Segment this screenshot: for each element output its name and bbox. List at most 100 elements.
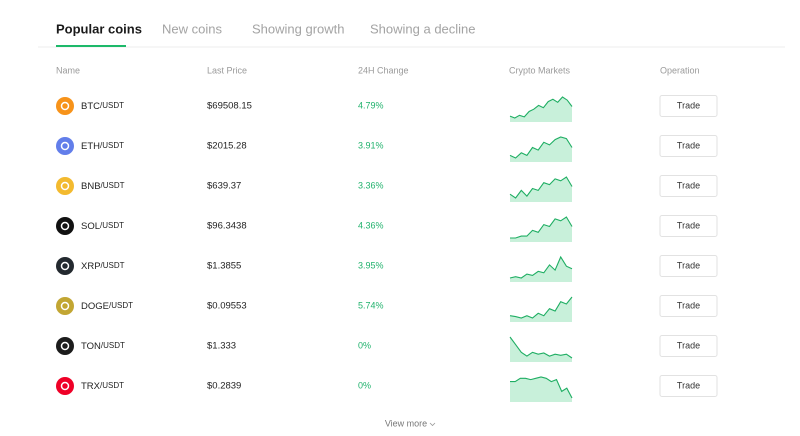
- column-header: 24H Change: [358, 65, 409, 75]
- sparkline-area: [510, 297, 572, 322]
- coin-icon-glyph: [60, 221, 70, 231]
- sparkline: [510, 216, 573, 239]
- coin-quote: /USDT: [101, 181, 125, 190]
- sparkline: [510, 376, 573, 399]
- sparkline-area: [510, 137, 572, 162]
- coin-icon: [56, 257, 74, 275]
- trade-button[interactable]: [659, 95, 718, 117]
- column-header: Crypto Markets: [509, 65, 571, 75]
- coin-base: TRX: [81, 381, 101, 392]
- coin-base: ETH: [81, 141, 100, 152]
- sparkline: [509, 255, 573, 279]
- trade-button-label[interactable]: Trade: [677, 100, 700, 110]
- coin-pair: TON/USDT: [81, 341, 125, 352]
- coin-icon-glyph: [60, 141, 70, 151]
- coin-quote: /USDT: [101, 261, 125, 270]
- last-price: $69508.15: [207, 101, 252, 112]
- change: 4.36%: [358, 220, 384, 230]
- tab[interactable]: Popular coins: [56, 21, 142, 36]
- sparkline-area: [510, 257, 572, 282]
- change: 5.74%: [358, 300, 384, 310]
- sparkline: [509, 336, 573, 359]
- trade-button-label[interactable]: Trade: [677, 220, 700, 230]
- coin-pair: BNB/USDT: [81, 181, 125, 192]
- coin-icon-glyph: [60, 101, 70, 111]
- trade-button-label[interactable]: Trade: [677, 300, 700, 310]
- coin-icon-glyph: [60, 261, 70, 271]
- tab[interactable]: Showing growth: [252, 21, 345, 36]
- view-more[interactable]: View more: [385, 418, 427, 428]
- tab[interactable]: New coins: [162, 21, 222, 36]
- change: 0%: [358, 340, 371, 350]
- trade-button-label[interactable]: Trade: [677, 180, 700, 190]
- coin-quote: /USDT: [101, 341, 125, 350]
- trade-button[interactable]: [659, 335, 718, 357]
- sparkline: [509, 96, 573, 119]
- tab[interactable]: Showing a decline: [370, 21, 476, 36]
- last-price: $0.09553: [207, 301, 247, 312]
- sparkline: [509, 136, 573, 159]
- column-header: Operation: [660, 65, 700, 75]
- sparkline-area: [510, 177, 572, 202]
- trade-button-label[interactable]: Trade: [677, 380, 700, 390]
- trade-button[interactable]: [659, 295, 718, 317]
- coin-base: BNB: [81, 181, 101, 192]
- active-tab-underline: [56, 45, 126, 47]
- trade-button[interactable]: [659, 375, 718, 397]
- change: 4.79%: [358, 100, 384, 110]
- coin-icon-glyph: [60, 381, 70, 391]
- coin-pair: SOL/USDT: [81, 221, 124, 232]
- coin-quote: /USDT: [109, 301, 133, 310]
- coin-pair: BTC/USDT: [81, 101, 124, 112]
- coin-pair: ETH/USDT: [81, 141, 124, 152]
- coin-icon: [56, 177, 74, 195]
- coin-pair: XRP/USDT: [81, 261, 125, 272]
- last-price: $1.333: [207, 341, 236, 352]
- sparkline-area: [510, 217, 572, 242]
- trade-button-label[interactable]: Trade: [677, 140, 700, 150]
- trade-button[interactable]: [659, 215, 718, 237]
- sparkline: [509, 176, 573, 199]
- coin-base: SOL: [81, 221, 100, 232]
- trade-button-label[interactable]: Trade: [677, 260, 700, 270]
- trade-button[interactable]: [659, 255, 718, 277]
- coin-icon: [56, 217, 74, 235]
- change: 3.95%: [358, 260, 384, 270]
- last-price: $0.2839: [207, 381, 241, 392]
- column-header: Name: [56, 65, 80, 75]
- coin-quote: /USDT: [100, 221, 124, 230]
- coin-icon-glyph: [60, 341, 70, 351]
- sparkline-area: [510, 97, 572, 122]
- coin-icon: [56, 97, 74, 115]
- column-header: Last Price: [207, 65, 247, 75]
- coin-pair: DOGE/USDT: [81, 301, 133, 312]
- coin-quote: /USDT: [100, 381, 124, 390]
- trade-button[interactable]: [659, 175, 718, 197]
- coin-base: BTC: [81, 101, 100, 112]
- coin-icon: [56, 377, 74, 395]
- chevron-icon: [429, 422, 436, 427]
- sparkline-area: [510, 377, 572, 402]
- trade-button[interactable]: [659, 135, 718, 157]
- change: 3.36%: [358, 180, 384, 190]
- coin-base: XRP: [81, 261, 101, 272]
- coin-base: TON: [81, 341, 101, 352]
- coin-icon: [56, 337, 74, 355]
- last-price: $96.3438: [207, 221, 247, 232]
- coin-quote: /USDT: [100, 141, 124, 150]
- coin-base: DOGE: [81, 301, 109, 312]
- coin-pair: TRX/USDT: [81, 381, 124, 392]
- coin-icon: [56, 137, 74, 155]
- change: 3.91%: [358, 140, 384, 150]
- coin-icon-glyph: [60, 181, 70, 191]
- trade-button-label[interactable]: Trade: [677, 340, 700, 350]
- coin-icon: [56, 297, 74, 315]
- last-price: $639.37: [207, 181, 241, 192]
- last-price: $1.3855: [207, 261, 241, 272]
- change: 0%: [358, 380, 371, 390]
- sparkline: [509, 296, 573, 319]
- coin-icon-glyph: [60, 301, 70, 311]
- coin-quote: /USDT: [100, 101, 124, 110]
- last-price: $2015.28: [207, 141, 247, 152]
